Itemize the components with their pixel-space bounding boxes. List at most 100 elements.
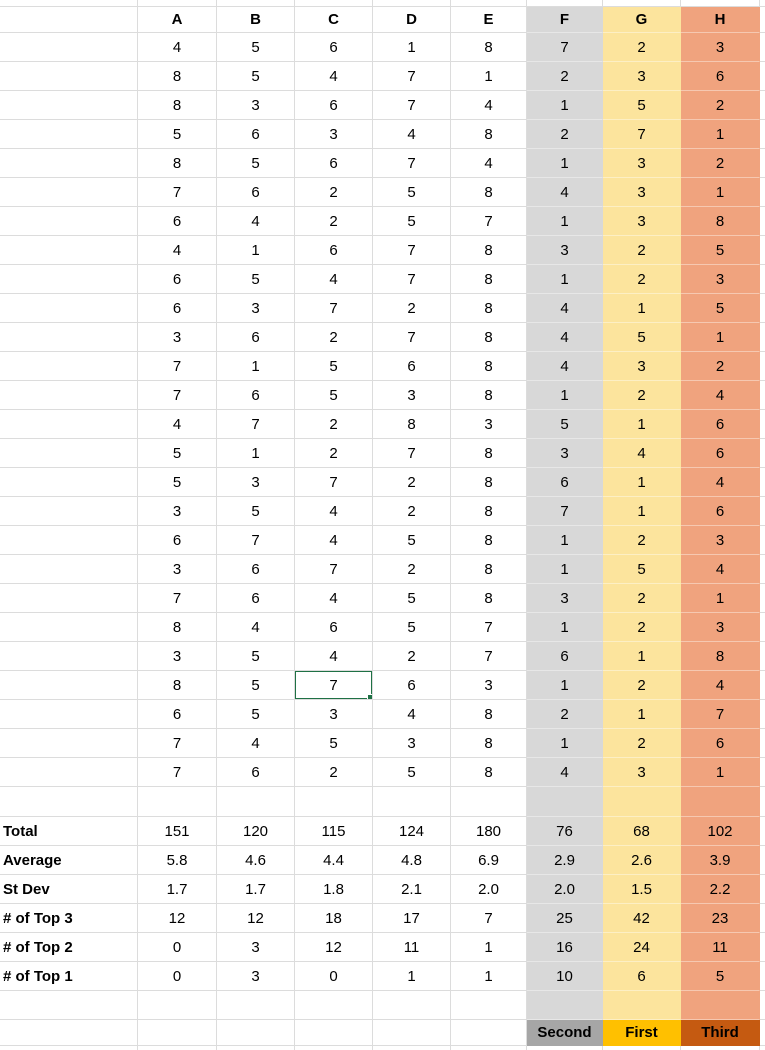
cell-G6[interactable]: 3	[603, 178, 681, 207]
cell-H8[interactable]: 5	[681, 236, 760, 265]
cell-A17[interactable]: 3	[138, 497, 217, 526]
cell-E16[interactable]: 8	[451, 468, 527, 497]
cell-F[interactable]: 76	[527, 817, 603, 846]
cell-F25[interactable]: 1	[527, 729, 603, 758]
cell-D26[interactable]: 5	[373, 758, 451, 787]
cell-H6[interactable]: 1	[681, 178, 760, 207]
cell-H18[interactable]: 3	[681, 526, 760, 555]
cell-C19[interactable]: 7	[295, 555, 373, 584]
summary-label-average[interactable]: Average	[0, 846, 138, 875]
cell-A11[interactable]: 3	[138, 323, 217, 352]
edge-cell[interactable]	[760, 904, 765, 933]
summary-label--of-top-1[interactable]: # of Top 1	[0, 962, 138, 991]
cell-H[interactable]: 23	[681, 904, 760, 933]
cell-C8[interactable]: 6	[295, 236, 373, 265]
cell-D16[interactable]: 2	[373, 468, 451, 497]
cell-C13[interactable]: 5	[295, 381, 373, 410]
cell-D[interactable]: 2.1	[373, 875, 451, 904]
cell-H16[interactable]: 4	[681, 468, 760, 497]
cell-A1[interactable]: 4	[138, 33, 217, 62]
row-label-cell[interactable]	[0, 0, 138, 7]
cell-G1[interactable]: 2	[603, 33, 681, 62]
edge-cell[interactable]	[760, 991, 765, 1020]
cell-G18[interactable]: 2	[603, 526, 681, 555]
cell-E[interactable]	[451, 1020, 527, 1046]
cell-A23[interactable]: 8	[138, 671, 217, 700]
cell-H[interactable]: 2.2	[681, 875, 760, 904]
edge-cell[interactable]	[760, 265, 765, 294]
cell-C[interactable]: 18	[295, 904, 373, 933]
cell-G20[interactable]: 2	[603, 584, 681, 613]
cell-D10[interactable]: 2	[373, 294, 451, 323]
edge-cell[interactable]	[760, 294, 765, 323]
cell-B4[interactable]: 6	[217, 120, 295, 149]
cell-B[interactable]	[217, 1046, 295, 1050]
cell-B16[interactable]: 3	[217, 468, 295, 497]
column-header-cell-H[interactable]: H	[681, 7, 760, 33]
cell-G[interactable]: 6	[603, 962, 681, 991]
cell-F[interactable]: 10	[527, 962, 603, 991]
cell-H[interactable]: 3.9	[681, 846, 760, 875]
cell-F[interactable]	[527, 1046, 603, 1050]
cell-A[interactable]: 0	[138, 962, 217, 991]
edge-cell[interactable]	[760, 817, 765, 846]
cell-B1[interactable]: 5	[217, 33, 295, 62]
cell-E10[interactable]: 8	[451, 294, 527, 323]
edge-cell[interactable]	[760, 497, 765, 526]
cell-A13[interactable]: 7	[138, 381, 217, 410]
cell-C22[interactable]: 4	[295, 642, 373, 671]
cell-A15[interactable]: 5	[138, 439, 217, 468]
cell-F8[interactable]: 3	[527, 236, 603, 265]
cell-E2[interactable]: 1	[451, 62, 527, 91]
edge-cell[interactable]	[760, 671, 765, 700]
cell-C[interactable]	[295, 1020, 373, 1046]
edge-cell[interactable]	[760, 410, 765, 439]
cell-D2[interactable]: 7	[373, 62, 451, 91]
cell-G22[interactable]: 1	[603, 642, 681, 671]
cell-D[interactable]	[373, 0, 451, 7]
summary-label--of-top-2[interactable]: # of Top 2	[0, 933, 138, 962]
edge-cell[interactable]	[760, 468, 765, 497]
cell-G[interactable]: 2.6	[603, 846, 681, 875]
edge-cell[interactable]	[760, 207, 765, 236]
cell-A26[interactable]: 7	[138, 758, 217, 787]
cell-D[interactable]: 124	[373, 817, 451, 846]
cell-B9[interactable]: 5	[217, 265, 295, 294]
cell-F[interactable]: 25	[527, 904, 603, 933]
cell-D22[interactable]: 2	[373, 642, 451, 671]
cell-E23[interactable]: 3	[451, 671, 527, 700]
rank-label-first[interactable]: First	[603, 1020, 681, 1046]
cell-G17[interactable]: 1	[603, 497, 681, 526]
cell-D[interactable]: 1	[373, 962, 451, 991]
column-header-cell-C[interactable]: C	[295, 7, 373, 33]
cell-G[interactable]: 42	[603, 904, 681, 933]
cell-D4[interactable]: 4	[373, 120, 451, 149]
cell-H[interactable]	[681, 1046, 760, 1050]
summary-label-total[interactable]: Total	[0, 817, 138, 846]
edge-cell[interactable]	[760, 323, 765, 352]
cell-G13[interactable]: 2	[603, 381, 681, 410]
cell-F5[interactable]: 1	[527, 149, 603, 178]
column-header-cell-A[interactable]: A	[138, 7, 217, 33]
cell-F13[interactable]: 1	[527, 381, 603, 410]
cell-H11[interactable]: 1	[681, 323, 760, 352]
cell-G[interactable]	[603, 991, 681, 1020]
cell-E3[interactable]: 4	[451, 91, 527, 120]
cell-B13[interactable]: 6	[217, 381, 295, 410]
cell-H[interactable]	[681, 991, 760, 1020]
cell-A20[interactable]: 7	[138, 584, 217, 613]
cell-H21[interactable]: 3	[681, 613, 760, 642]
row-label-cell[interactable]	[0, 671, 138, 700]
cell-B8[interactable]: 1	[217, 236, 295, 265]
cell-F16[interactable]: 6	[527, 468, 603, 497]
row-label-cell[interactable]	[0, 555, 138, 584]
cell-C5[interactable]: 6	[295, 149, 373, 178]
cell-F21[interactable]: 1	[527, 613, 603, 642]
cell-C15[interactable]: 2	[295, 439, 373, 468]
cell-F[interactable]	[527, 787, 603, 817]
cell-D18[interactable]: 5	[373, 526, 451, 555]
cell-H7[interactable]: 8	[681, 207, 760, 236]
cell-E21[interactable]: 7	[451, 613, 527, 642]
fill-handle[interactable]	[367, 694, 372, 699]
cell-A19[interactable]: 3	[138, 555, 217, 584]
